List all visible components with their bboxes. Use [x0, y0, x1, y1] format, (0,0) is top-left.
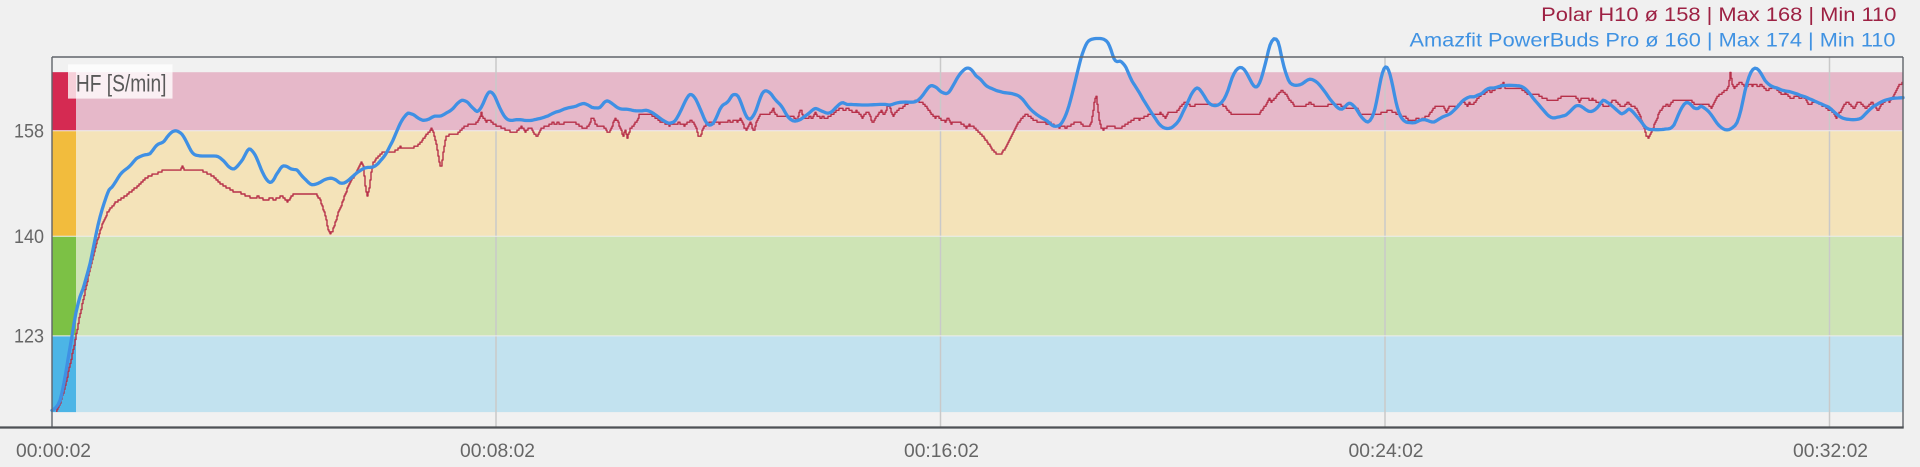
svg-text:140: 140 [14, 227, 44, 248]
svg-text:00:24:02: 00:24:02 [1349, 441, 1424, 462]
svg-text:158: 158 [14, 122, 44, 143]
svg-text:HF [S/min]: HF [S/min] [76, 70, 167, 97]
svg-text:123: 123 [14, 327, 44, 348]
svg-text:Amazfit PowerBuds Pro ø 160 |: Amazfit PowerBuds Pro ø 160 | Max 174 | … [1410, 30, 1896, 51]
svg-text:Polar H10 ø 158 | Max 168 | Mi: Polar H10 ø 158 | Max 168 | Min 110 [1541, 5, 1896, 26]
svg-text:00:32:02: 00:32:02 [1793, 441, 1868, 462]
svg-text:00:08:02: 00:08:02 [460, 441, 535, 462]
svg-text:00:00:02: 00:00:02 [16, 441, 91, 462]
svg-text:00:16:02: 00:16:02 [904, 441, 979, 462]
